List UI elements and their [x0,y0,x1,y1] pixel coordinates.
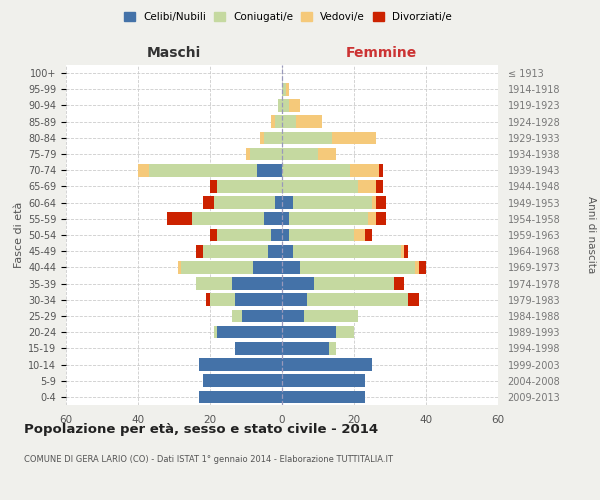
Bar [268,245,282,258]
Bar [282,278,314,290]
Bar [314,278,394,290]
Bar [235,294,282,306]
Bar [167,212,192,225]
Bar [264,212,282,225]
Bar [253,261,282,274]
Bar [275,116,282,128]
Bar [232,278,282,290]
Bar [181,261,253,274]
Bar [358,180,376,192]
Bar [307,294,408,306]
Legend: Celibi/Nubili, Coniugati/e, Vedovi/e, Divorziati/e: Celibi/Nubili, Coniugati/e, Vedovi/e, Di… [120,8,456,26]
Bar [300,261,415,274]
Bar [282,374,365,387]
Bar [206,294,210,306]
Text: Femmine: Femmine [346,46,417,60]
Bar [271,116,275,128]
Bar [275,196,282,209]
Bar [372,196,376,209]
Bar [329,342,336,354]
Bar [203,374,282,387]
Bar [415,261,419,274]
Y-axis label: Fasce di età: Fasce di età [14,202,24,268]
Bar [376,212,386,225]
Bar [210,180,217,192]
Bar [419,261,426,274]
Bar [282,261,300,274]
Bar [149,164,257,176]
Bar [257,164,282,176]
Bar [232,310,242,322]
Bar [365,228,372,241]
Bar [214,326,217,338]
Bar [401,245,404,258]
Bar [282,180,358,192]
Bar [203,245,268,258]
Bar [282,228,289,241]
Bar [217,228,271,241]
Bar [350,164,379,176]
Bar [203,196,214,209]
Bar [210,294,235,306]
Bar [217,180,282,192]
Bar [296,116,322,128]
Bar [379,164,383,176]
Bar [278,99,282,112]
Bar [282,99,289,112]
Bar [289,228,354,241]
Bar [282,196,293,209]
Bar [354,228,365,241]
Bar [196,278,232,290]
Bar [199,358,282,371]
Bar [260,132,264,144]
Bar [250,148,282,160]
Bar [282,245,293,258]
Bar [282,164,350,176]
Bar [336,326,354,338]
Bar [286,83,289,96]
Bar [289,212,368,225]
Bar [138,164,149,176]
Bar [246,148,250,160]
Bar [199,390,282,403]
Bar [178,261,181,274]
Bar [289,99,300,112]
Bar [282,326,336,338]
Bar [282,116,296,128]
Bar [304,310,358,322]
Bar [404,245,408,258]
Bar [242,310,282,322]
Bar [394,278,404,290]
Bar [282,83,286,96]
Bar [264,132,282,144]
Bar [332,132,376,144]
Bar [235,342,282,354]
Bar [282,310,304,322]
Bar [282,132,332,144]
Bar [192,212,264,225]
Bar [210,228,217,241]
Bar [282,342,329,354]
Text: Anni di nascita: Anni di nascita [586,196,596,274]
Bar [282,212,289,225]
Bar [196,245,203,258]
Bar [368,212,376,225]
Bar [282,390,365,403]
Bar [282,294,307,306]
Text: COMUNE DI GERA LARIO (CO) - Dati ISTAT 1° gennaio 2014 - Elaborazione TUTTITALIA: COMUNE DI GERA LARIO (CO) - Dati ISTAT 1… [24,455,393,464]
Bar [376,180,383,192]
Bar [217,326,282,338]
Bar [282,148,318,160]
Bar [293,245,401,258]
Bar [408,294,419,306]
Bar [271,228,282,241]
Text: Popolazione per età, sesso e stato civile - 2014: Popolazione per età, sesso e stato civil… [24,422,378,436]
Bar [376,196,386,209]
Bar [318,148,336,160]
Bar [282,358,372,371]
Bar [293,196,372,209]
Text: Maschi: Maschi [147,46,201,60]
Bar [214,196,275,209]
